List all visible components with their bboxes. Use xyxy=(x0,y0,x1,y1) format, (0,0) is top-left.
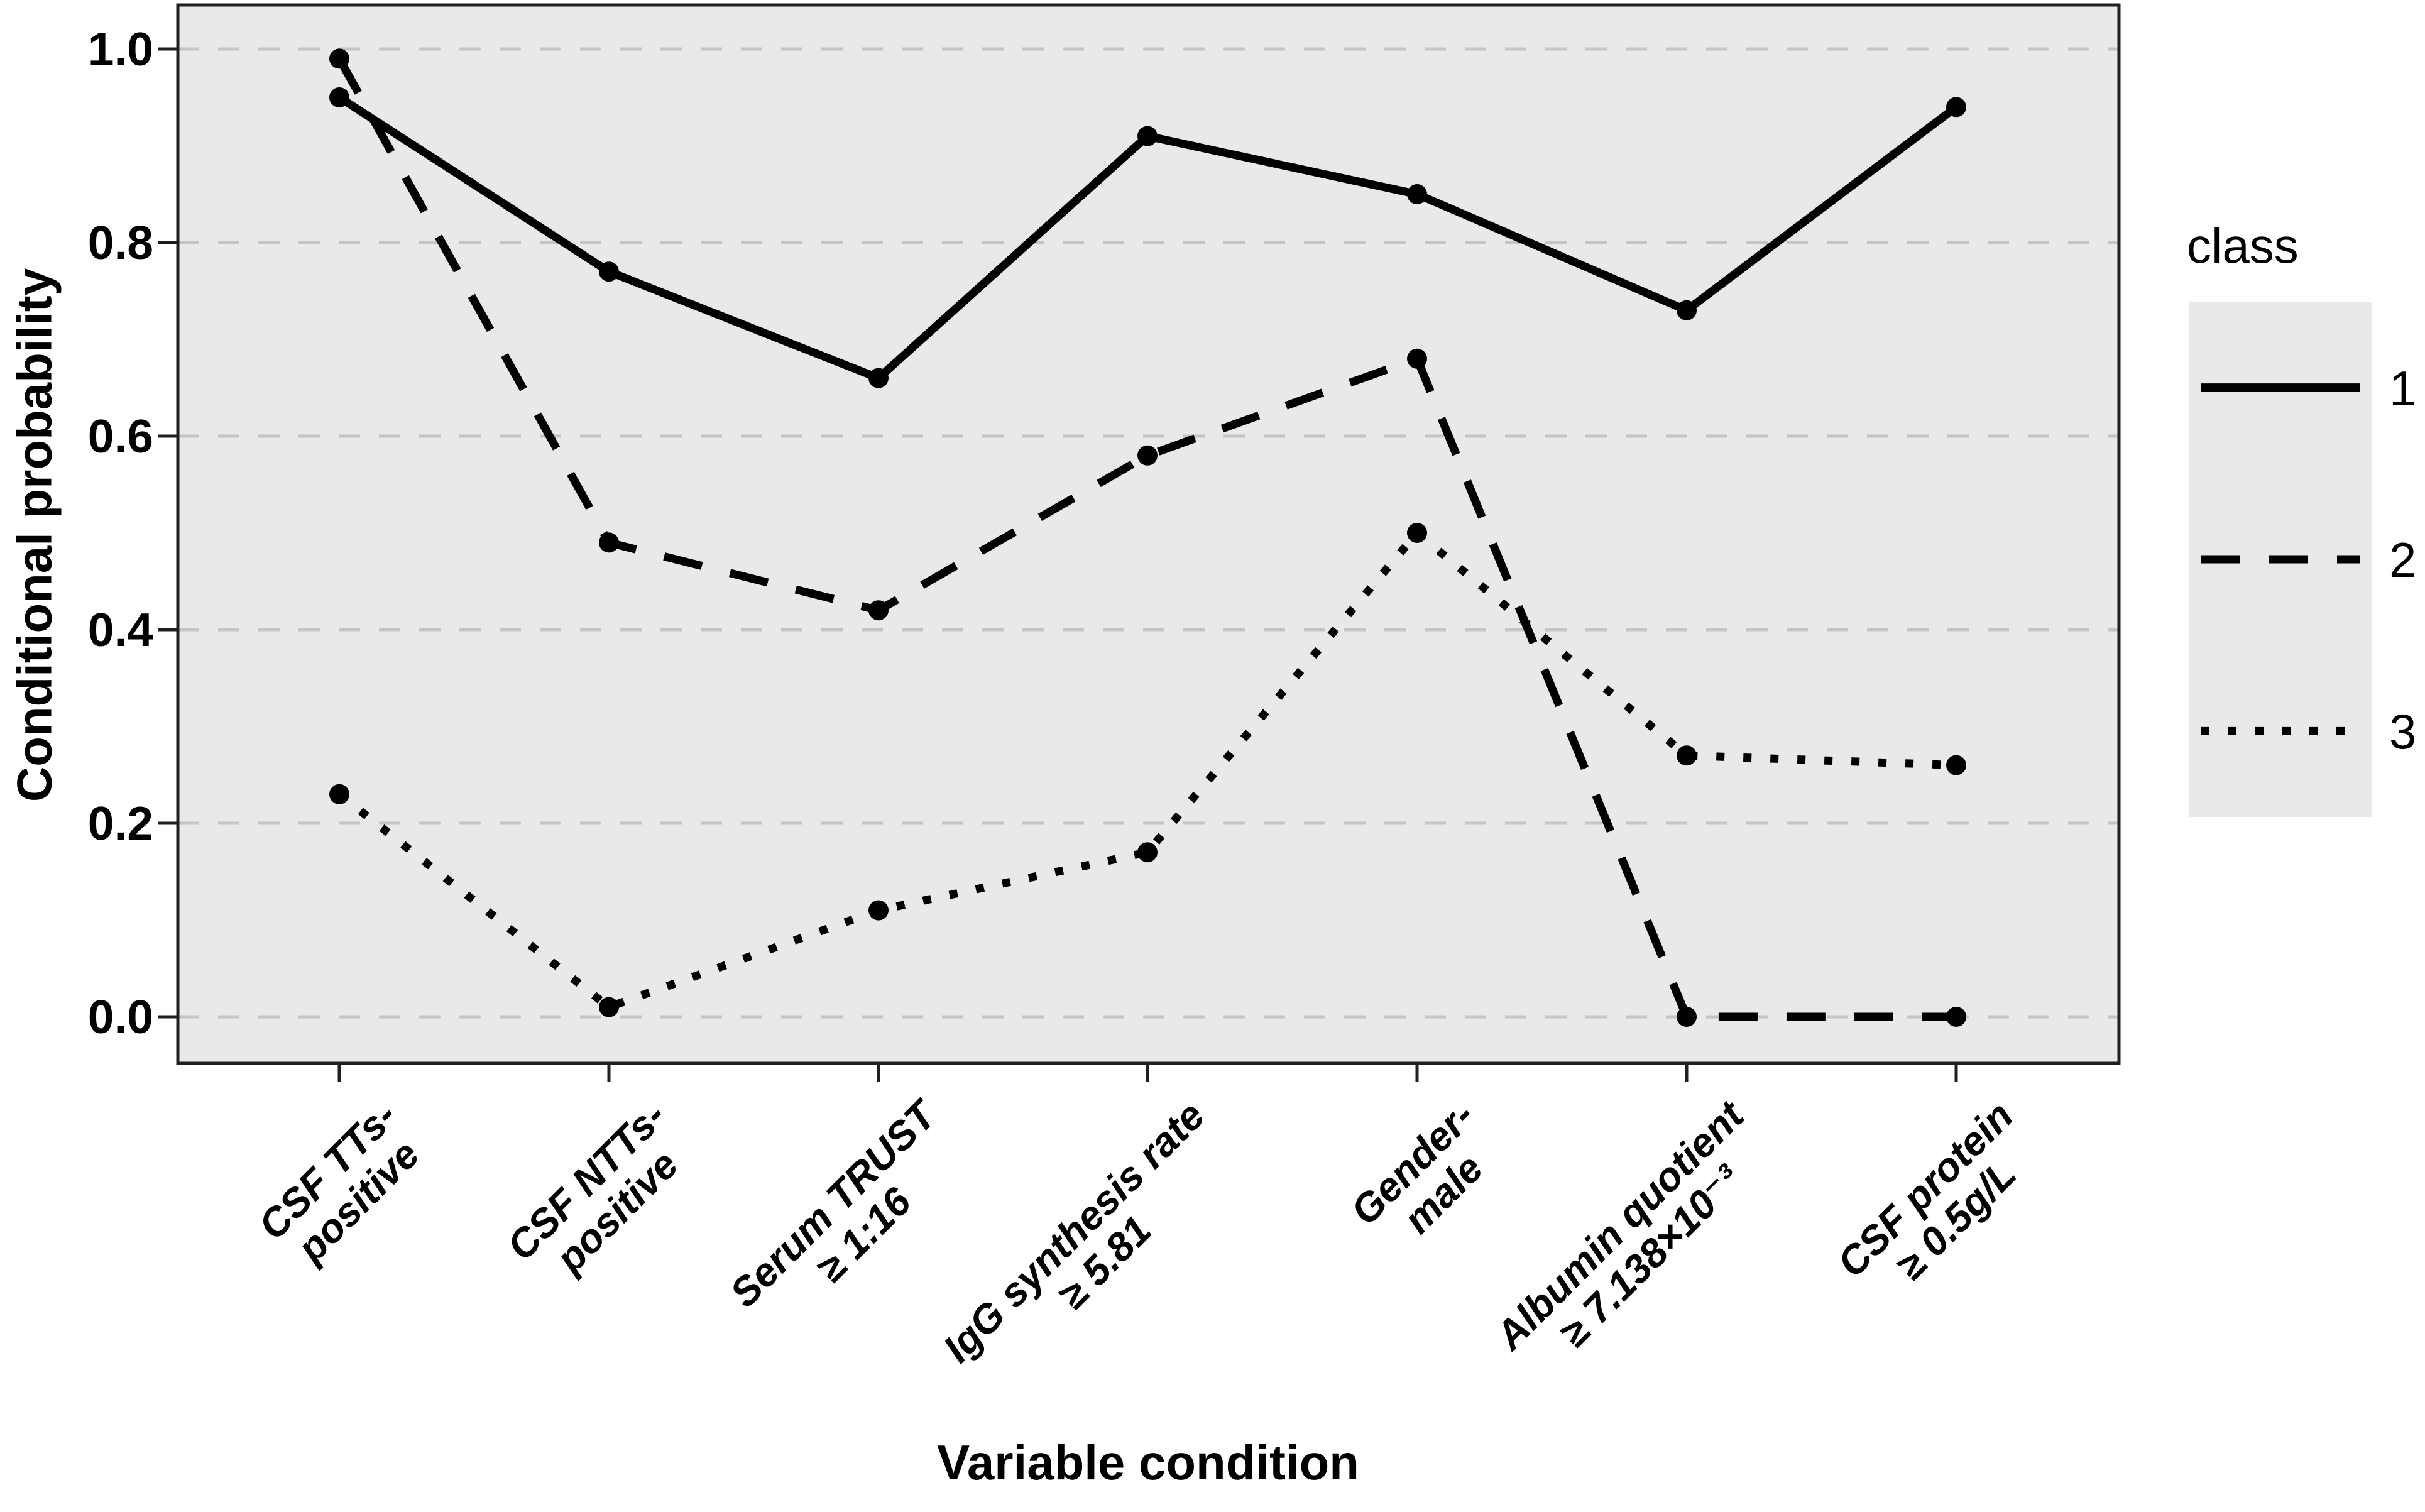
data-point-class-3 xyxy=(599,997,619,1017)
legend-entry-label: 2 xyxy=(2389,532,2417,588)
data-point-class-2 xyxy=(599,532,619,553)
data-point-class-1 xyxy=(1677,300,1697,320)
data-point-class-1 xyxy=(1407,184,1427,204)
data-point-class-2 xyxy=(1407,348,1427,369)
data-point-class-2 xyxy=(1677,1007,1697,1027)
data-point-class-2 xyxy=(329,48,349,69)
data-point-class-3 xyxy=(1407,523,1427,543)
data-point-class-2 xyxy=(1946,1007,1966,1027)
y-tick-label: 0.8 xyxy=(87,216,153,269)
data-point-class-3 xyxy=(1137,842,1158,863)
legend-entry-label: 1 xyxy=(2389,360,2417,416)
data-point-class-3 xyxy=(868,900,889,921)
data-point-class-2 xyxy=(1137,445,1158,466)
y-axis-title: Conditional probability xyxy=(6,268,62,803)
data-point-class-1 xyxy=(329,87,349,107)
legend-title: class xyxy=(2187,218,2299,273)
data-point-class-1 xyxy=(1137,126,1158,146)
plot-panel xyxy=(178,5,2119,1063)
data-point-class-1 xyxy=(868,368,889,388)
y-tick-label: 0.0 xyxy=(87,990,153,1043)
legend-entry-label: 3 xyxy=(2389,704,2417,760)
y-tick-label: 0.6 xyxy=(87,410,153,463)
data-point-class-3 xyxy=(1946,755,1966,775)
data-point-class-1 xyxy=(599,261,619,282)
y-tick-label: 1.0 xyxy=(87,23,153,75)
data-point-class-1 xyxy=(1946,97,1966,118)
data-point-class-3 xyxy=(329,784,349,804)
data-point-class-3 xyxy=(1677,745,1697,766)
y-tick-label: 0.2 xyxy=(87,797,153,850)
x-axis-title: Variable condition xyxy=(937,1435,1359,1490)
y-tick-label: 0.4 xyxy=(87,603,153,656)
data-point-class-2 xyxy=(868,600,889,621)
